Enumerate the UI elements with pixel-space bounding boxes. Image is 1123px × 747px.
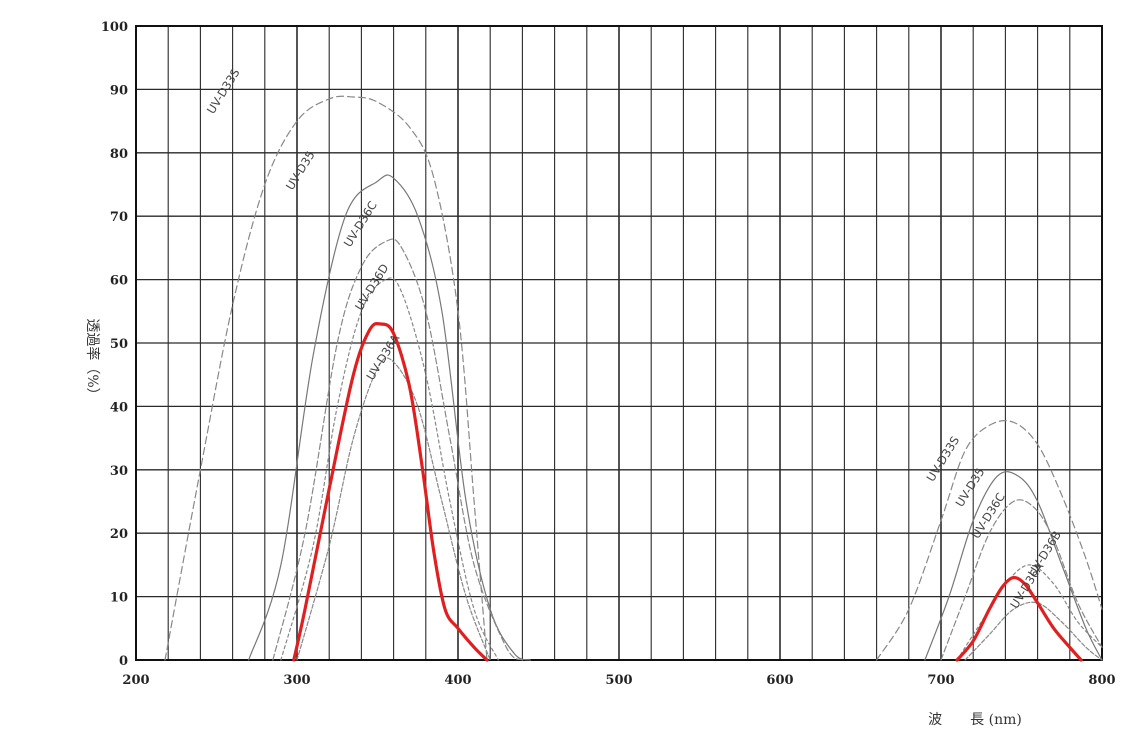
- curve-label-uv-d33s: UV-D33S: [204, 66, 243, 116]
- curve-uv-d36d: [280, 277, 499, 661]
- y-tick-label: 50: [110, 337, 128, 352]
- curve-label-uv-d35: UV-D35: [283, 148, 318, 192]
- y-tick-label: 0: [119, 654, 128, 669]
- curve-label-uv-d36d: UV-D36D: [352, 261, 392, 313]
- x-axis-ticks: 200 300 400 500 600 700 800: [122, 673, 1115, 688]
- y-tick-label: 80: [110, 147, 128, 162]
- y-tick-label: 100: [101, 20, 128, 35]
- curve-uv-d33s: [164, 95, 488, 661]
- curve-uv-d36a: [296, 357, 491, 661]
- curve-label-uv-d33s: UV-D33S: [924, 434, 963, 484]
- curve-uv-d36c: [272, 238, 523, 661]
- curve-uv-d35: [924, 471, 1103, 661]
- y-tick-label: 20: [110, 527, 128, 542]
- curve-label-uv-d36c: UV-D36C: [341, 199, 380, 250]
- y-axis-ticks: 0 10 20 30 40 50 60 70 80 90 100: [101, 20, 128, 669]
- curve-uv-d35: [248, 174, 532, 661]
- curve-uv-d36a: [964, 601, 1103, 661]
- x-axis-label: 波 長 (nm): [928, 712, 1022, 728]
- x-tick-label: 700: [927, 673, 954, 688]
- x-tick-label: 500: [605, 673, 632, 688]
- x-tick-label: 300: [283, 673, 310, 688]
- x-tick-label: 800: [1088, 673, 1115, 688]
- plot-frame: [135, 25, 1103, 661]
- y-tick-label: 30: [110, 464, 128, 479]
- y-tick-label: 10: [110, 591, 128, 606]
- curve-label-uv-d35: UV-D35: [953, 465, 988, 509]
- curve-label-uv-d36a: UV-D36A: [363, 332, 402, 383]
- y-axis-label: 透過率（%）: [84, 318, 101, 401]
- y-tick-label: 40: [110, 400, 128, 415]
- y-tick-label: 60: [110, 274, 128, 289]
- x-tick-label: 200: [122, 673, 149, 688]
- y-tick-label: 70: [110, 210, 128, 225]
- curve-uv-d33s: [876, 420, 1103, 661]
- y-tick-label: 90: [110, 83, 128, 98]
- chart-grid: [135, 25, 1103, 661]
- curve-uv-d36c: [940, 499, 1103, 661]
- highlight-curve: [955, 575, 1083, 662]
- plot-border: [135, 25, 1103, 661]
- highlight-curve: [292, 321, 489, 662]
- curves: [164, 95, 1103, 662]
- x-tick-label: 400: [444, 673, 471, 688]
- x-tick-label: 600: [766, 673, 793, 688]
